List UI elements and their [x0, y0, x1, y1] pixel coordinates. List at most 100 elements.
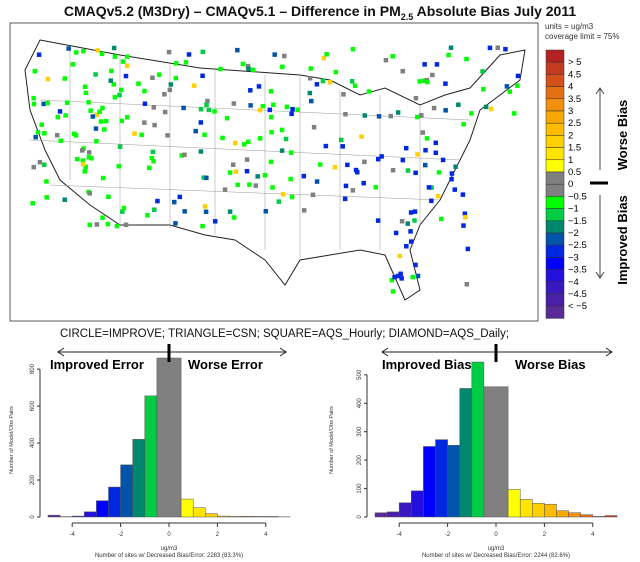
site-marker — [222, 187, 228, 192]
site-marker — [150, 149, 156, 155]
legend-swatch — [545, 49, 565, 63]
site-marker — [345, 162, 350, 168]
site-marker — [431, 105, 437, 111]
site-marker — [102, 127, 107, 132]
site-marker — [136, 81, 141, 86]
site-marker — [105, 221, 111, 227]
site-marker — [269, 129, 274, 135]
site-marker — [404, 243, 409, 249]
histogram-bar — [459, 388, 473, 518]
y-tick-label: 200 — [357, 454, 363, 465]
site-marker — [200, 73, 205, 79]
site-marker — [90, 114, 96, 119]
legend-label: −2 — [568, 228, 579, 239]
histogram-bar — [84, 511, 97, 518]
legend-swatch — [545, 147, 565, 161]
x-axis-label: ug/m3 — [161, 546, 178, 552]
site-marker — [390, 54, 395, 59]
legend-swatch — [545, 86, 565, 100]
site-marker — [343, 183, 349, 189]
legend-swatch — [545, 183, 565, 197]
site-marker — [152, 207, 157, 212]
site-marker — [366, 89, 372, 94]
site-marker — [94, 112, 100, 118]
footer-text: Number of sites w/ Decreased Bias/Error:… — [95, 553, 243, 559]
site-marker — [109, 68, 114, 74]
site-marker — [142, 120, 147, 125]
site-marker — [45, 76, 51, 82]
site-marker — [395, 110, 401, 115]
x-tick-label: 4 — [264, 532, 268, 538]
site-marker — [39, 122, 44, 127]
site-marker — [310, 192, 316, 198]
legend-swatch — [545, 159, 565, 173]
legend-swatch — [545, 269, 565, 283]
site-marker — [309, 98, 314, 104]
legend-swatch — [545, 74, 565, 87]
site-marker — [279, 127, 285, 133]
legend-label: −4.5 — [568, 289, 587, 300]
y-tick-label: 0 — [357, 515, 363, 519]
site-marker — [83, 90, 89, 96]
site-marker — [204, 175, 209, 181]
histogram-bar — [180, 498, 194, 518]
site-marker — [405, 168, 411, 173]
site-marker — [203, 209, 209, 215]
site-marker — [31, 164, 36, 170]
site-marker — [150, 75, 155, 81]
site-marker — [119, 118, 125, 124]
site-marker — [469, 111, 474, 116]
site-marker — [246, 66, 251, 72]
site-marker — [117, 144, 123, 150]
site-marker — [323, 143, 329, 149]
site-marker — [350, 46, 356, 52]
color-legend: > 54.543.532.521.510.50−0.5−1−1.5−2−2.5−… — [545, 49, 587, 319]
site-marker — [33, 134, 38, 140]
site-marker — [54, 132, 60, 138]
site-marker — [426, 185, 432, 190]
site-marker — [290, 106, 295, 112]
state-borders — [29, 50, 471, 258]
site-marker — [100, 105, 105, 111]
site-marker — [167, 87, 173, 93]
legend-label: 2 — [568, 130, 573, 141]
legend-swatch — [545, 171, 565, 185]
site-marker — [173, 221, 178, 226]
site-marker — [340, 144, 345, 149]
histogram-bar — [144, 395, 158, 518]
site-marker — [283, 136, 289, 142]
site-marker — [417, 79, 422, 84]
y-axis-label: Number of Model/Obs Pairs — [329, 406, 335, 474]
histogram-bar — [229, 516, 242, 518]
x-tick-label: -4 — [70, 532, 76, 538]
site-marker — [355, 169, 360, 175]
legend-label: < −5 — [568, 301, 587, 312]
legend-swatch — [545, 257, 565, 270]
title-main: CMAQv5.2 (M3Dry) – CMAQv5.1 – Difference… — [63, 3, 401, 19]
histogram-bar — [398, 502, 412, 518]
site-marker — [58, 138, 64, 144]
legend-label: 3 — [568, 106, 573, 117]
legend-swatch — [545, 244, 565, 258]
site-marker — [487, 45, 493, 51]
site-marker — [399, 219, 405, 224]
legend-bias-arrow — [590, 87, 608, 279]
site-marker — [390, 167, 396, 173]
site-marker — [269, 114, 274, 120]
site-marker — [179, 153, 185, 158]
x-tick-label: -2 — [445, 532, 451, 538]
site-marker — [284, 104, 290, 110]
x-tick-label: 2 — [543, 532, 547, 538]
histogram-bar — [532, 503, 545, 518]
site-marker — [230, 162, 236, 167]
histogram-error: -4 -2 0 2 4 0 200 400 600 800 Number of Model/Obs … — [9, 344, 291, 559]
site-marker — [268, 89, 274, 94]
site-marker — [253, 183, 259, 188]
legend-label: −1 — [568, 204, 579, 215]
site-marker — [362, 113, 368, 118]
site-marker — [342, 196, 348, 202]
site-marker — [461, 122, 466, 127]
site-marker — [44, 195, 49, 200]
site-marker — [44, 179, 49, 184]
site-marker — [98, 119, 104, 124]
